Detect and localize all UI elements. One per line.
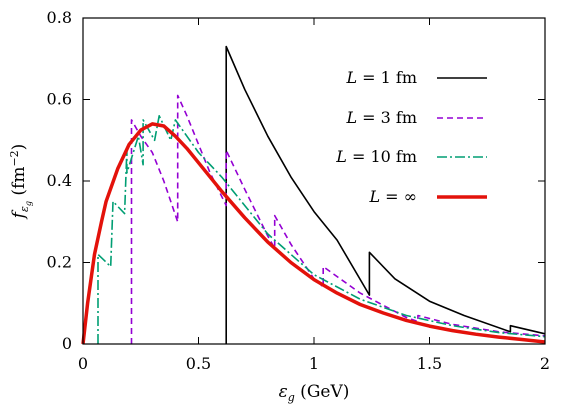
legend-label: L = 1 fm — [345, 68, 417, 87]
y-tick-label: 0.8 — [47, 8, 72, 27]
legend-label: L = ∞ — [368, 187, 417, 206]
legend-label: L = 3 fm — [345, 108, 417, 127]
x-tick-label: 1.5 — [417, 354, 442, 373]
series-line-3 — [97, 115, 546, 344]
series-line-4 — [81, 122, 546, 345]
x-tick-label: 0 — [78, 354, 88, 373]
axis-ticks — [82, 17, 546, 345]
y-tick-label: 0.6 — [47, 90, 72, 109]
legend: L = 1 fm L = 3 fm L = 10 fm L = ∞ — [335, 68, 487, 206]
x-axis-title: εg (GeV) — [279, 382, 350, 404]
series-line-2 — [130, 94, 546, 344]
series-lines — [81, 45, 546, 345]
tick-labels: 0 0.5 1 1.5 2 0 0.2 0.4 0.6 0.8 — [47, 8, 551, 373]
plot-frame — [82, 17, 546, 345]
y-axis-title: fεg (fm−2) — [8, 144, 33, 221]
x-tick-label: 0.5 — [186, 354, 211, 373]
x-tick-label: 2 — [540, 354, 550, 373]
legend-label: L = 10 fm — [335, 147, 417, 166]
y-tick-label: 0.2 — [47, 253, 72, 272]
y-tick-label: 0.4 — [47, 171, 72, 190]
series-line-1 — [225, 45, 546, 344]
x-tick-label: 1 — [309, 354, 319, 373]
y-tick-label: 0 — [62, 334, 72, 353]
